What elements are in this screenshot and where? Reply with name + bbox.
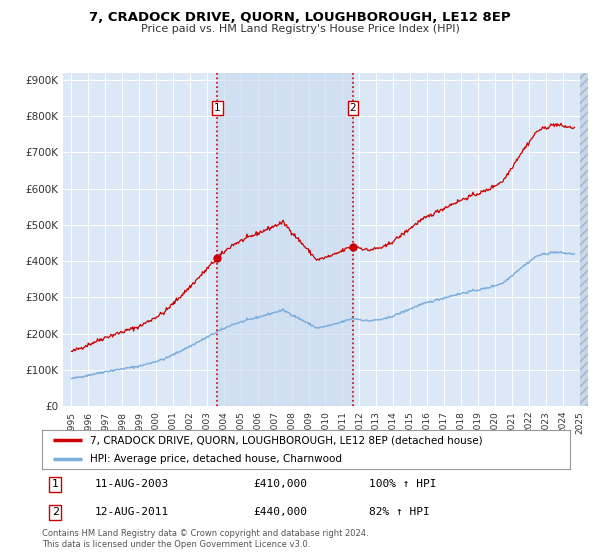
Text: 2: 2 — [52, 507, 59, 517]
Text: Contains HM Land Registry data © Crown copyright and database right 2024.
This d: Contains HM Land Registry data © Crown c… — [42, 529, 368, 549]
Text: 12-AUG-2011: 12-AUG-2011 — [95, 507, 169, 517]
Text: 11-AUG-2003: 11-AUG-2003 — [95, 479, 169, 489]
Text: 1: 1 — [52, 479, 59, 489]
Text: £410,000: £410,000 — [253, 479, 307, 489]
Text: 82% ↑ HPI: 82% ↑ HPI — [370, 507, 430, 517]
Text: 7, CRADOCK DRIVE, QUORN, LOUGHBOROUGH, LE12 8EP (detached house): 7, CRADOCK DRIVE, QUORN, LOUGHBOROUGH, L… — [89, 436, 482, 446]
Bar — [580, 73, 588, 406]
Text: Price paid vs. HM Land Registry's House Price Index (HPI): Price paid vs. HM Land Registry's House … — [140, 24, 460, 34]
Text: 2: 2 — [350, 103, 356, 113]
Text: 100% ↑ HPI: 100% ↑ HPI — [370, 479, 437, 489]
Text: £440,000: £440,000 — [253, 507, 307, 517]
Bar — [217, 73, 353, 406]
Text: 1: 1 — [214, 103, 221, 113]
Text: 7, CRADOCK DRIVE, QUORN, LOUGHBOROUGH, LE12 8EP: 7, CRADOCK DRIVE, QUORN, LOUGHBOROUGH, L… — [89, 11, 511, 24]
Text: HPI: Average price, detached house, Charnwood: HPI: Average price, detached house, Char… — [89, 454, 341, 464]
